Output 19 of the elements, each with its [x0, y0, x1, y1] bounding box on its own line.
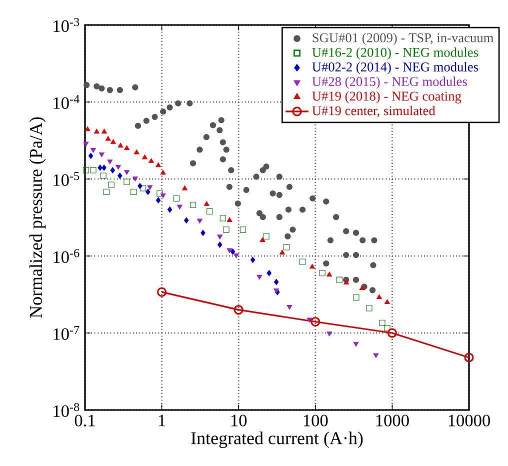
x-tick-label: 1000 [376, 414, 409, 426]
x-tick-label: 0.1 [74, 414, 95, 426]
legend-label: U#16-2 (2010) - NEG modules [312, 47, 478, 60]
x-tick-label: 10 [231, 414, 247, 426]
x-tick-label: 1 [158, 414, 166, 426]
y-tick-label: 10$^{-5}$ [54, 172, 80, 186]
y-tick-label: 10$^{-7}$ [54, 326, 80, 340]
x-tick-label: 10000 [448, 414, 490, 426]
y-tick-label: 10$^{-4}$ [54, 95, 80, 109]
x-tick-label: 100 [304, 414, 328, 426]
y-tick-label: 10$^{-3}$ [54, 18, 80, 32]
legend-label: U#19 center, simulated [312, 106, 436, 118]
legend-label: U#02-2 (2014) - NEG modules [312, 62, 478, 74]
y-tick-label: 10$^{-6}$ [54, 248, 80, 263]
x-axis-title: Integrated current (A·h) [191, 432, 363, 448]
legend-label: SGU#01 (2009) - TSP, in-vacuum [312, 32, 494, 46]
legend-label: U#28 (2015) - NEG modules [312, 76, 467, 89]
y-axis-title: Normalized pressure (Pa/A) [29, 117, 46, 318]
legend-label: U#19 (2018) - NEG coating [312, 91, 462, 104]
